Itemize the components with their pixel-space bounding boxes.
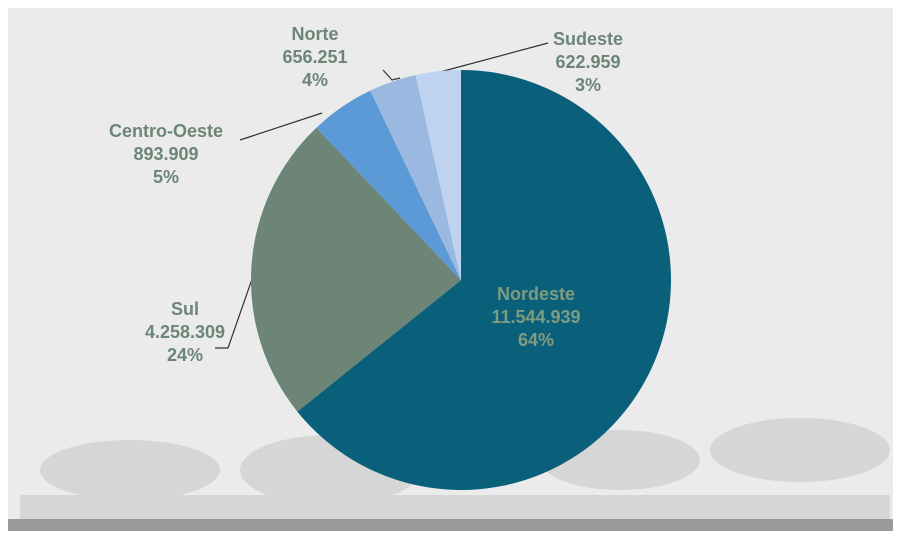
percent-label: 3% (575, 75, 601, 95)
percent-label: 64% (518, 330, 554, 350)
category-label: Nordeste (497, 284, 575, 304)
percent-label: 4% (302, 70, 328, 90)
value-label: 893.909 (133, 144, 198, 164)
category-label: Sul (171, 299, 199, 319)
category-label: Centro-Oeste (109, 121, 223, 141)
percent-label: 5% (153, 167, 179, 187)
chart: Nordeste 11.544.939 64% Sul 4.258.309 24% Cent… (0, 0, 901, 531)
value-label: 622.959 (555, 52, 620, 72)
bottom-bar (8, 519, 893, 531)
value-label: 656.251 (282, 47, 347, 67)
page: {"chart_data": {"type": "pie", "categori… (0, 0, 901, 536)
category-label: Sudeste (553, 29, 623, 49)
value-label: 4.258.309 (145, 322, 225, 342)
category-label: Norte (291, 24, 338, 44)
percent-label: 24% (167, 345, 203, 365)
value-label: 11.544.939 (491, 307, 580, 327)
